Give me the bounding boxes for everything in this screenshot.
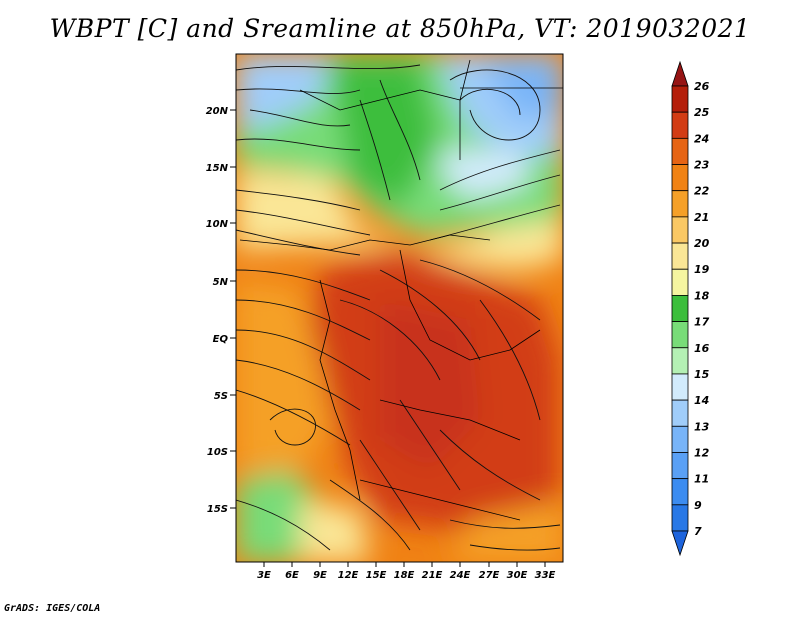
colorbar-swatch — [671, 425, 689, 453]
lon-label: 33E — [535, 570, 556, 581]
lat-label: 20N — [206, 106, 229, 117]
colorbar-swatch — [671, 60, 689, 87]
colorbar-label: 23 — [694, 159, 710, 172]
colorbar-swatch — [671, 242, 689, 270]
colorbar-swatch — [671, 85, 689, 113]
colorbar-label: 19 — [694, 263, 710, 276]
colorbar-label: 22 — [694, 185, 710, 198]
colorbar-swatch — [671, 321, 689, 349]
country-borders — [239, 59, 563, 521]
lon-label: 18E — [394, 570, 415, 581]
colorbar-label: 20 — [694, 237, 710, 250]
colorbar: 7 9 11 12 13 14 15 16 17 18 19 20 21 22 23 24 25 26 — [671, 60, 710, 557]
map-title: WBPT [C] and Sreamline at 850hPa, VT: 20… — [49, 14, 751, 43]
lon-label: 30E — [507, 570, 528, 581]
colorbar-swatch — [671, 530, 689, 557]
colorbar-label: 11 — [694, 473, 709, 486]
colorbar-label: 7 — [694, 525, 702, 538]
colorbar-label: 24 — [694, 132, 709, 145]
colorbar-swatch — [671, 137, 689, 165]
lon-label: 9E — [313, 570, 327, 581]
lon-label: 6E — [285, 570, 299, 581]
colorbar-swatch — [671, 399, 689, 427]
lat-label: 10N — [206, 219, 229, 230]
grads-credit: GrADS: IGES/COLA — [4, 603, 101, 614]
colorbar-swatch — [671, 268, 689, 296]
lat-label: 10S — [207, 447, 228, 458]
colorbar-label: 16 — [694, 342, 710, 355]
lon-label: 24E — [450, 570, 471, 581]
colorbar-label: 14 — [694, 394, 709, 407]
colorbar-label: 13 — [694, 420, 710, 433]
lat-label: 5N — [213, 277, 229, 288]
colorbar-swatch — [671, 478, 689, 506]
wbpt-field — [236, 54, 563, 562]
colorbar-swatch — [671, 347, 689, 375]
colorbar-label: 21 — [694, 211, 709, 224]
colorbar-label: 9 — [694, 499, 702, 512]
lon-label: 3E — [257, 570, 271, 581]
lon-label: 21E — [422, 570, 443, 581]
colorbar-swatch — [671, 216, 689, 244]
colorbar-swatch — [671, 452, 689, 480]
colorbar-swatch — [671, 295, 689, 322]
colorbar-swatch — [671, 111, 689, 139]
lon-label: 27E — [479, 570, 500, 581]
colorbar-label: 18 — [694, 289, 710, 302]
colorbar-swatch — [671, 164, 689, 192]
colorbar-swatch — [671, 504, 689, 532]
lon-label: 15E — [366, 570, 387, 581]
colorbar-label: 25 — [694, 106, 710, 119]
streamlines — [236, 64, 561, 551]
map-frame — [235, 53, 564, 563]
longitude-axis: 3E 6E 9E 12E 15E 18E 21E 24E 27E 30E 33E — [257, 562, 556, 581]
colorbar-label: 15 — [694, 368, 710, 381]
lat-label: 15S — [207, 504, 228, 515]
colorbar-swatch — [671, 373, 689, 401]
latitude-axis: 20N 15N 10N 5N EQ 5S 10S 15S — [206, 106, 236, 515]
lat-label: 15N — [206, 163, 229, 174]
lon-label: 12E — [338, 570, 359, 581]
colorbar-label: 12 — [694, 446, 710, 459]
colorbar-label: 17 — [694, 316, 710, 329]
lat-label: 5S — [214, 391, 228, 402]
colorbar-label: 26 — [694, 80, 710, 93]
lat-label: EQ — [213, 334, 229, 345]
colorbar-swatch — [671, 190, 689, 218]
